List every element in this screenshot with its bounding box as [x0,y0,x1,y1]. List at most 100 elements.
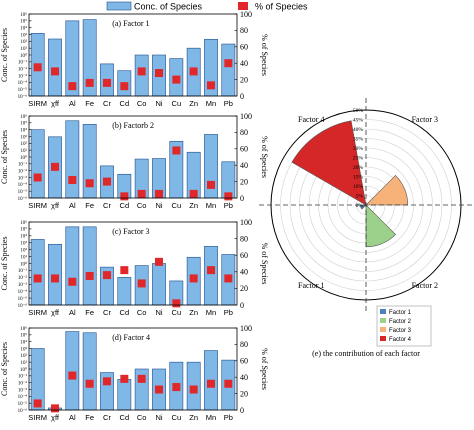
bar-panels: 10⁻⁶10⁻⁵10⁻⁴10⁻³10⁻²10⁻¹10⁰10¹10²10³10⁴1… [0,10,269,422]
left-tick-label: 10⁻¹ [18,162,28,168]
pct-marker-10 [207,81,215,90]
left-tick-label: 10⁰ [20,261,27,267]
pct-marker-9 [189,274,198,283]
left-tick-label: 10² [21,353,28,359]
pct-marker-1 [51,162,59,171]
category-label: Co [137,413,147,422]
left-tick-label: 10⁵ [20,227,27,233]
category-label: Fe [85,201,94,210]
right-tick-label: 40 [240,59,248,68]
pct-marker-7 [155,69,163,78]
left-tick-label: 10⁻² [18,66,28,72]
pct-marker-8 [172,75,181,84]
pct-marker-7 [155,257,163,266]
left-tick-label: 10³ [21,134,28,140]
pct-marker-4 [103,78,111,87]
category-label: Al [69,413,76,422]
right-tick-label: 60 [240,145,248,154]
right-tick-label: 0 [240,92,244,101]
polar-legend-label: Factor 3 [389,328,412,334]
right-tick-label: 0 [240,301,244,310]
polar-legend-swatch [380,336,386,341]
left-tick-label: 10⁻⁶ [18,303,28,309]
quadrant-label: Factor 3 [412,115,438,124]
pct-marker-0 [33,63,42,72]
pct-marker-4 [103,377,111,386]
bar-0 [30,239,45,306]
left-tick-label: 10⁵ [20,333,27,339]
category-label: Cd [120,99,130,108]
pct-marker-6 [137,189,146,198]
pct-marker-1 [51,274,59,283]
pct-marker-3 [85,78,94,87]
category-label: Ni [155,413,162,422]
category-label: Mn [206,413,216,422]
category-label: Co [137,201,147,210]
left-tick-label: 10⁶ [20,220,27,226]
pct-marker-0 [33,173,42,182]
category-label: Fe [85,413,94,422]
right-tick-label: 20 [240,389,248,398]
panel-b: 10⁻⁶10⁻⁵10⁻⁴10⁻³10⁻²10⁻¹10⁰10¹10²10³10⁴1… [0,112,269,210]
right-tick-label: 0 [240,406,244,415]
pct-marker-1 [51,404,59,413]
left-tick-label: 10⁻¹ [18,268,28,274]
category-label: Pb [224,201,233,210]
radial-tick-label: 25% [353,156,364,162]
left-tick-label: 10⁻⁶ [18,94,28,100]
left-tick-label: 10⁻³ [18,387,28,393]
category-label: Cu [172,413,182,422]
pct-marker-9 [189,189,198,198]
pct-marker-6 [137,279,146,288]
pct-marker-5 [120,192,129,201]
radial-tick-label: 40% [353,127,364,133]
panel-a: 10⁻⁶10⁻⁵10⁻⁴10⁻³10⁻²10⁻¹10⁰10¹10²10³10⁴1… [0,10,269,108]
left-tick-label: 10³ [21,346,28,352]
pct-marker-10 [207,180,215,189]
radial-tick-label: 15% [353,175,364,181]
category-label: Ni [155,99,162,108]
pct-marker-7 [155,385,163,394]
right-tick-label: 60 [240,43,248,52]
radial-tick-label: 45% [353,118,364,124]
left-tick-label: 10¹ [21,254,28,260]
polar-legend-swatch [380,309,386,314]
bar-3 [82,332,97,411]
left-tick-label: 10⁶ [20,326,27,332]
left-tick-label: 10⁴ [20,234,27,240]
right-tick-label: 60 [240,251,248,260]
left-tick-label: 10⁶ [20,12,27,18]
radial-tick-label: 0% [356,203,364,209]
left-tick-label: 10⁵ [20,121,27,127]
category-label: Pb [224,413,233,422]
right-tick-label: 20 [240,177,248,186]
y-left-title: Conc. of Species [0,237,9,291]
category-label: Cr [103,308,111,317]
polar-legend-label: Factor 2 [389,319,412,325]
left-tick-label: 10¹ [21,360,28,366]
bar-7 [152,263,166,306]
pct-marker-8 [172,299,181,308]
left-tick-label: 10⁻³ [18,73,28,79]
category-label: Cu [172,99,182,108]
category-label: Cr [103,413,111,422]
pct-marker-5 [120,82,129,91]
left-tick-label: 10⁻² [18,380,28,386]
right-tick-label: 80 [240,26,248,35]
pct-marker-5 [120,374,129,383]
category-label: SIRM [28,308,47,317]
pct-marker-3 [85,271,94,280]
pct-marker-11 [224,192,233,201]
left-tick-label: 10² [21,247,28,253]
pct-marker-2 [68,371,77,380]
pct-marker-3 [85,379,94,388]
pct-marker-9 [189,67,198,76]
category-label: Cd [120,308,130,317]
category-label: Pb [224,308,233,317]
category-label: Pb [224,99,233,108]
right-tick-label: 40 [240,268,248,277]
left-tick-label: 10⁻² [18,168,28,174]
left-tick-label: 10⁰ [20,53,27,59]
category-label: Zn [189,413,198,422]
